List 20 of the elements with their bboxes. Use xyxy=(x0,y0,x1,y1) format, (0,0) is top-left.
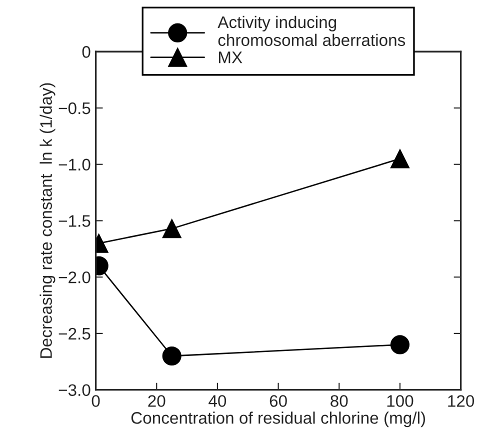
y-tick-label: −1.0 xyxy=(58,158,90,171)
x-tick-label: 120 xyxy=(448,395,474,407)
y-axis-title: Decreasing rate constant ln k (1/day) xyxy=(40,83,56,358)
x-tick-label: 20 xyxy=(148,395,166,407)
legend-label: Activity inducing chromosomal aberrations xyxy=(218,16,406,46)
point xyxy=(390,335,410,354)
y-tick-label: 0 xyxy=(82,46,90,58)
x-tick-label: 40 xyxy=(208,395,226,407)
x-tick-label: 80 xyxy=(330,395,348,407)
y-tick-label: −3.0 xyxy=(58,384,90,396)
y-tick-label: −0.5 xyxy=(58,102,90,114)
point xyxy=(390,149,410,168)
y-tick-label: −2.0 xyxy=(58,271,90,284)
x-tick-label: 0 xyxy=(92,395,100,407)
x-tick-label: 60 xyxy=(270,395,287,407)
x-tick-label: 100 xyxy=(387,395,414,407)
y-tick-label: −1.5 xyxy=(58,215,90,227)
x-axis-title: Concentration of residual chlorine (mg/l) xyxy=(131,412,426,428)
y-tick-label: −2.5 xyxy=(58,328,90,340)
legend-label: MX xyxy=(218,52,242,64)
